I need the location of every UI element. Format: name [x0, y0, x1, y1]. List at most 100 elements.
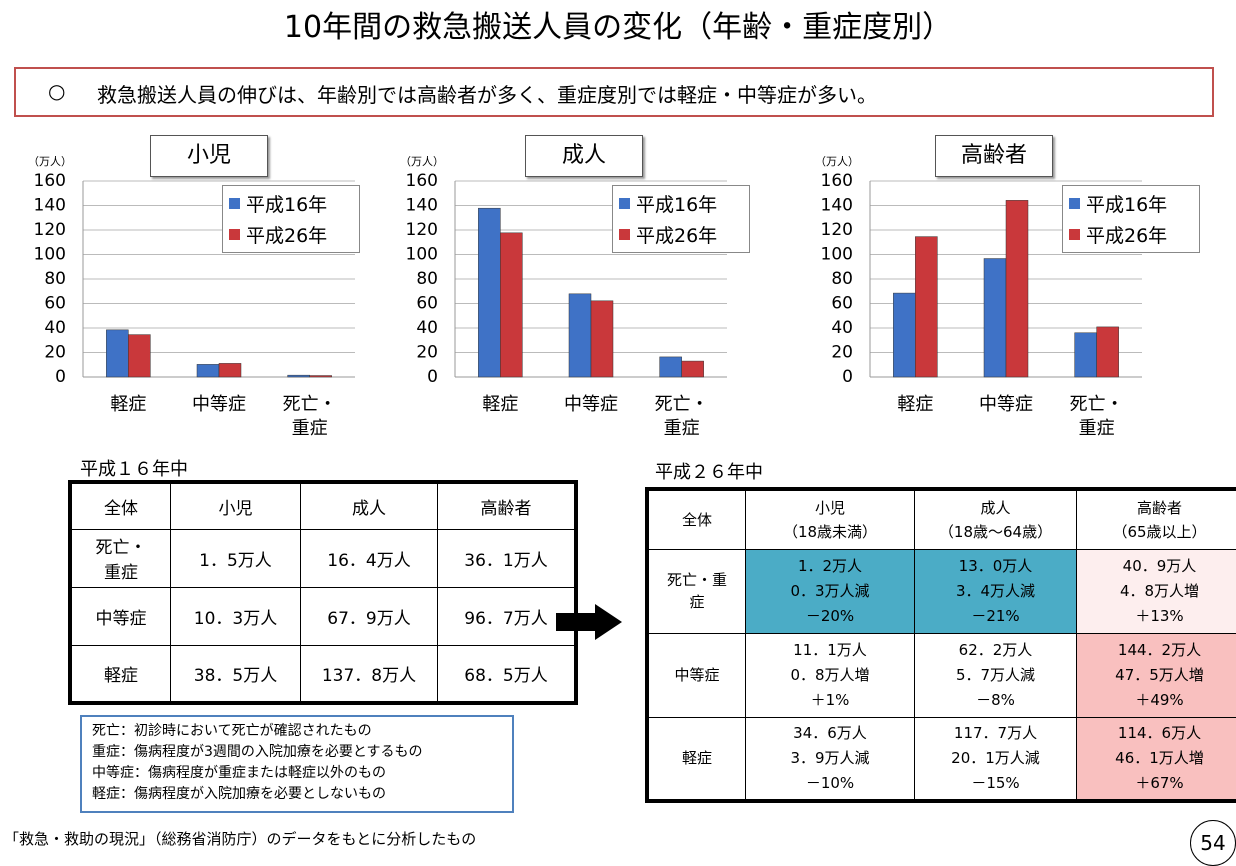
- legend-item: 平成16年: [613, 188, 749, 219]
- table-caption: 平成１６年中: [80, 455, 188, 481]
- legend: 平成16年平成26年: [1062, 185, 1200, 253]
- header-cell: 高齢者: [438, 482, 577, 529]
- notes-box: 死亡：初診時において死亡が確認されたもの重症：傷病程度が3週間の入院加療を必要と…: [80, 715, 514, 813]
- header-line: 高齢者: [1081, 496, 1236, 520]
- y-tick-label: 100: [821, 245, 853, 265]
- bar: [915, 237, 937, 377]
- bar: [1006, 200, 1028, 377]
- chart-title: 高齢者: [935, 135, 1053, 177]
- table-cell: 68．5万人: [438, 645, 577, 703]
- cell-line: 4．8万人増: [1081, 579, 1236, 604]
- row-header: 中等症: [647, 633, 746, 717]
- note-line: 中等症：傷病程度が重症または軽症以外のもの: [92, 763, 512, 784]
- cell-line: 11．1万人: [750, 638, 910, 663]
- bar: [569, 294, 591, 377]
- legend-label: 平成26年: [246, 221, 327, 248]
- cell-line: －15%: [919, 771, 1072, 796]
- bar: [984, 259, 1006, 377]
- y-tick-label: 20: [831, 343, 853, 363]
- cell-line: 20．1万人減: [919, 746, 1072, 771]
- x-tick-label: 死亡・重症: [647, 393, 717, 441]
- header-line: 全体: [653, 508, 741, 532]
- header-cell: 成人: [301, 482, 438, 529]
- header-cell: 高齢者（65歳以上）: [1077, 489, 1236, 549]
- table-cell: 16．4万人: [301, 529, 438, 587]
- cell-line: ＋49%: [1081, 688, 1236, 713]
- bar: [197, 364, 219, 377]
- y-tick-label: 120: [821, 220, 853, 240]
- table-cell: 96．7万人: [438, 587, 577, 645]
- table-cell: 67．9万人: [301, 587, 438, 645]
- y-tick-label: 0: [55, 367, 66, 387]
- header-cell: 小児（18歳未満）: [746, 489, 915, 549]
- y-tick-label: 100: [34, 245, 66, 265]
- table-cell: 137．8万人: [301, 645, 438, 703]
- cell-line: －10%: [750, 771, 910, 796]
- y-axis-label: （万人）: [28, 155, 72, 168]
- legend-item: 平成26年: [223, 219, 359, 250]
- chart-title: 小児: [150, 135, 268, 177]
- header-cell: 小児: [171, 482, 301, 529]
- x-tick-label: 中等症: [971, 393, 1041, 417]
- bar: [500, 233, 522, 377]
- x-tick-label: 軽症: [880, 393, 950, 417]
- y-tick-label: 140: [406, 196, 438, 216]
- legend-item: 平成26年: [613, 219, 749, 250]
- row-header: 死亡・重症: [70, 529, 171, 587]
- source: 「救急・救助の現況」（総務省消防庁）のデータをもとに分析したもの: [4, 828, 476, 849]
- cell-line: 40．9万人: [1081, 554, 1236, 579]
- y-axis-label: （万人）: [400, 155, 444, 168]
- cell-line: －8%: [919, 688, 1072, 713]
- bar: [478, 208, 500, 377]
- cell-line: 5．7万人減: [919, 663, 1072, 688]
- cell-line: 0．3万人減: [750, 579, 910, 604]
- y-tick-label: 120: [406, 220, 438, 240]
- legend-label: 平成16年: [246, 190, 327, 217]
- bar: [219, 363, 241, 377]
- cell-line: 117．7万人: [919, 721, 1072, 746]
- header-cell: 全体: [70, 482, 171, 529]
- cell-line: 1．2万人: [750, 554, 910, 579]
- row-header: 中等症: [70, 587, 171, 645]
- x-tick-label: 死亡・重症: [275, 393, 345, 441]
- cell-line: 114．6万人: [1081, 721, 1236, 746]
- note-line: 死亡：初診時において死亡が確認されたもの: [92, 721, 512, 742]
- legend-label: 平成16年: [1086, 190, 1167, 217]
- bar: [893, 293, 915, 377]
- y-axis-label: （万人）: [815, 155, 859, 168]
- y-tick-label: 40: [831, 318, 853, 338]
- x-tick-label: 死亡・重症: [1062, 393, 1132, 441]
- table-cell: 10．3万人: [171, 587, 301, 645]
- legend-item: 平成16年: [223, 188, 359, 219]
- bar: [682, 361, 704, 377]
- table-cell: 1．5万人: [171, 529, 301, 587]
- cell-line: 144．2万人: [1081, 638, 1236, 663]
- table-header-row: 全体小児成人高齢者: [70, 482, 576, 529]
- header-line: （65歳以上）: [1081, 520, 1236, 544]
- legend-item: 平成16年: [1063, 188, 1199, 219]
- table-header-row: 全体小児（18歳未満）成人（18歳～64歳）高齢者（65歳以上）: [647, 489, 1236, 549]
- y-tick-label: 160: [34, 171, 66, 191]
- bar: [128, 335, 150, 377]
- header-line: 成人: [919, 496, 1072, 520]
- y-tick-label: 60: [44, 294, 66, 314]
- legend-label: 平成26年: [1086, 221, 1167, 248]
- y-tick-label: 40: [416, 318, 438, 338]
- x-tick-label: 中等症: [184, 393, 254, 417]
- y-tick-label: 20: [416, 343, 438, 363]
- y-tick-label: 60: [831, 294, 853, 314]
- table-cell: 36．1万人: [438, 529, 577, 587]
- legend-swatch: [1069, 198, 1080, 209]
- y-tick-label: 80: [831, 269, 853, 289]
- y-tick-label: 140: [34, 196, 66, 216]
